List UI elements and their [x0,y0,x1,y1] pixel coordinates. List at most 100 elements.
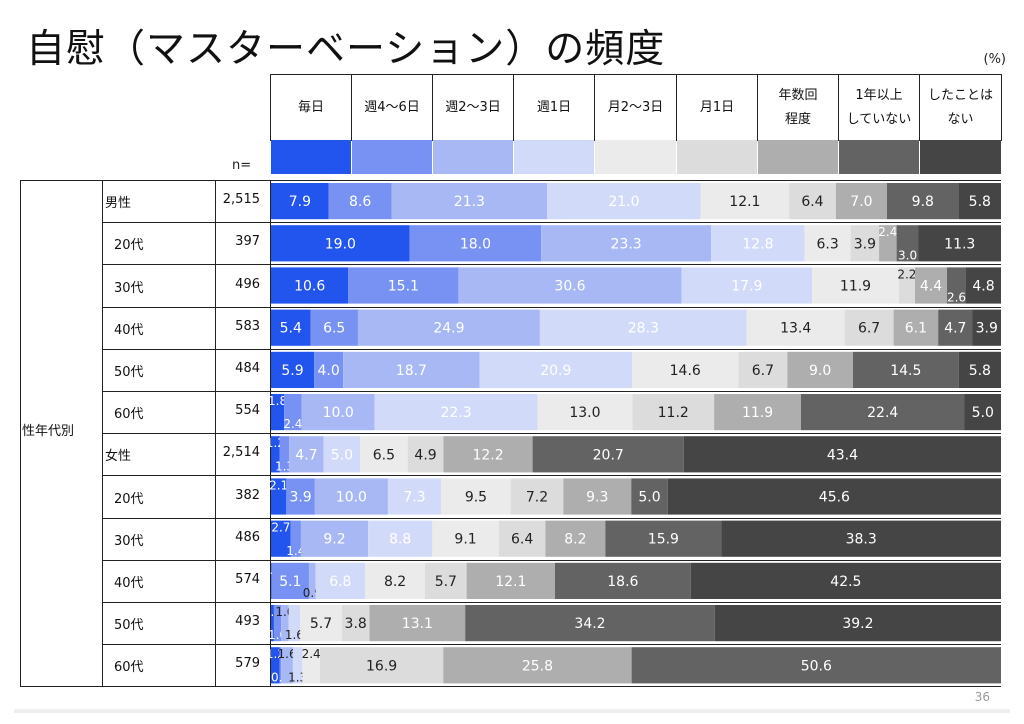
bar-segment [714,394,801,431]
bar-segment [407,436,444,473]
data-label: 15.9 [648,532,679,548]
row-sample-size: 496 [235,276,260,292]
row-divider [102,644,1001,646]
data-label: 8.2 [384,574,406,590]
legend-swatch [433,140,513,174]
data-label: 2.4 [302,647,321,661]
data-label: 3.8 [345,616,367,632]
bar-segment [541,225,712,262]
data-label: 24.9 [433,321,464,337]
data-label: 18.0 [460,236,491,252]
bar-segment [301,394,375,431]
row-label: 40代 [114,322,144,338]
data-label: 5.9 [281,363,303,379]
data-label: 2.1 [269,478,288,492]
data-label: 4.7 [295,447,317,463]
bar-segment [343,351,480,388]
data-label: 5.1 [279,574,301,590]
row-sample-size: 554 [235,403,260,419]
data-label: 8.8 [389,532,411,548]
data-label: 12.1 [729,194,760,210]
data-label: 5.8 [969,363,991,379]
row-sample-size: 493 [235,614,260,630]
bar-segment [631,647,1001,684]
data-label: 20.7 [593,447,624,463]
data-label: 43.4 [827,447,858,463]
data-label: 4.8 [972,279,994,295]
data-label: 13.0 [569,405,600,421]
bar-segment [812,267,899,304]
data-label: 50.6 [801,658,832,674]
bar-segment [800,394,965,431]
data-label: 9.8 [912,194,934,210]
legend-swatches [270,140,1001,174]
legend-label: 週2～3日 [433,75,514,141]
data-label: 10.0 [336,490,367,506]
bar-segment [271,225,410,262]
data-label: 34.2 [574,616,605,632]
data-label: 15.1 [388,279,419,295]
bar-segment [271,267,349,304]
bar-segment [369,605,466,642]
row-label: 30代 [114,280,144,296]
bar-segment [271,478,287,515]
data-label: 12.2 [472,447,503,463]
bar-segment [738,351,788,388]
row-divider [102,433,1001,435]
bar-segment [893,309,939,346]
bar-segment [844,309,894,346]
data-label: 14.6 [670,363,701,379]
legend-swatch [514,140,594,174]
group-label: 性年代別 [22,424,75,439]
bar-segment [498,520,546,557]
data-label: 9.2 [323,532,345,548]
row-sample-size: 486 [235,529,260,545]
data-label: 5.0 [972,405,994,421]
legend-swatch [271,140,351,174]
bar-segment [466,562,555,599]
bar-segment [315,562,366,599]
bar-segment [539,309,747,346]
bar-segment [632,394,715,431]
bar-segment [425,562,467,599]
bar-segment [314,478,388,515]
row-label: 40代 [114,575,144,591]
bar-segment [479,351,632,388]
data-label: 1.6 [278,647,297,661]
row-label: 20代 [114,491,144,507]
data-label: 20.9 [540,363,571,379]
bar-segment [746,309,845,346]
bar-segment [458,267,682,304]
data-label: 8.6 [349,194,371,210]
bar-segment [271,351,315,388]
bar-segment [835,183,887,220]
bar-segment [271,183,329,220]
data-label: 19.0 [325,236,356,252]
data-label: 11.9 [742,405,773,421]
bar-segment [286,478,315,515]
legend-swatch [920,140,1001,174]
data-label: 14.5 [890,363,921,379]
bar-segment [898,267,915,304]
data-label: 13.4 [780,321,811,337]
bar-segment [365,562,426,599]
bar-segment [273,605,282,642]
data-label: 2.4 [283,417,302,431]
bar-segment [341,605,370,642]
bar-segment [271,436,280,473]
data-label: 9.5 [465,490,487,506]
data-label: 16.9 [366,658,397,674]
bar-segment [631,351,739,388]
bar-segment [947,267,966,304]
row-divider [102,264,1001,266]
data-label: 6.5 [373,447,395,463]
legend-label: 月2～3日 [595,75,677,141]
bar-segment [850,225,880,262]
data-label: 1.4 [286,544,305,558]
bar-segment [547,183,701,220]
data-label: 2.4 [878,225,897,239]
page-number: 36 [974,690,990,704]
sample-size-header: n= [232,158,252,173]
bar-segment [443,647,632,684]
data-label: 1.6 [285,628,304,642]
